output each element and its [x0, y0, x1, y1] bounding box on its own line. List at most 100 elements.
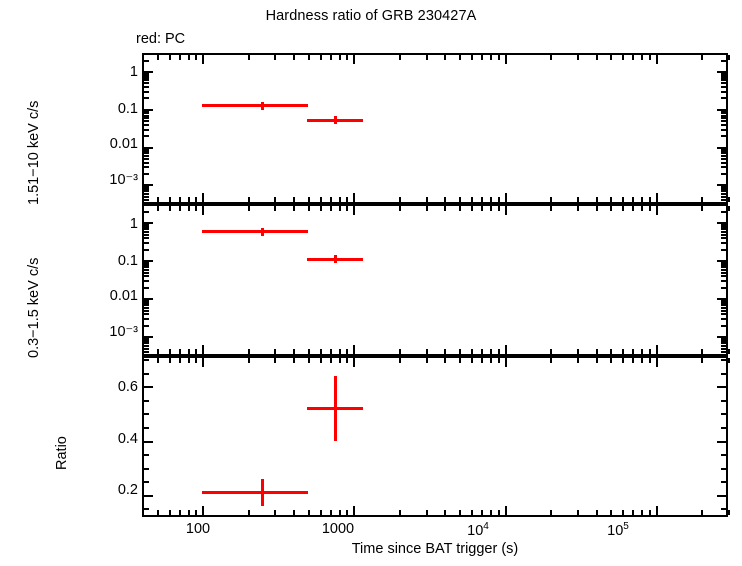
x-tick — [481, 197, 483, 202]
x-tick — [353, 206, 355, 215]
x-tick — [728, 197, 730, 202]
y-tick — [144, 193, 149, 195]
x-tick — [188, 358, 190, 363]
x-tick — [701, 197, 703, 202]
x-tick — [169, 358, 171, 363]
y-tick — [144, 224, 149, 226]
y-tick — [144, 71, 153, 73]
x-tick — [293, 349, 295, 354]
x-tick — [330, 197, 332, 202]
x-tick — [550, 358, 552, 363]
y-tick — [144, 287, 149, 289]
y-tick — [144, 166, 149, 168]
y-tick — [144, 124, 149, 126]
x-tick — [202, 55, 204, 64]
x-tick — [142, 55, 144, 60]
y-tick — [717, 147, 726, 149]
x-tick — [701, 206, 703, 211]
x-tick — [188, 206, 190, 211]
y-tick — [721, 193, 726, 195]
y-tick — [144, 135, 149, 137]
ytick-label: 0.1 — [117, 253, 138, 269]
y-tick — [721, 135, 726, 137]
y-tick — [717, 184, 726, 186]
x-tick — [505, 206, 507, 215]
y-tick — [721, 302, 726, 304]
xtick-label: 100 — [185, 521, 211, 537]
x-tick — [308, 197, 310, 202]
y-tick — [144, 373, 149, 375]
x-tick — [505, 358, 507, 367]
x-tick — [701, 55, 703, 60]
x-tick — [426, 55, 428, 60]
ytick-label: 0.2 — [117, 482, 138, 498]
x-tick — [142, 197, 144, 202]
y-tick — [144, 468, 149, 470]
data-point-yerror — [260, 478, 264, 506]
x-tick — [481, 358, 483, 363]
y-tick — [144, 109, 153, 111]
x-tick — [505, 55, 507, 64]
y-tick — [721, 280, 726, 282]
y-tick — [144, 73, 149, 75]
x-tick — [459, 510, 461, 515]
y-tick — [144, 150, 149, 152]
y-tick — [721, 112, 726, 114]
x-tick — [179, 510, 181, 515]
x-tick — [656, 506, 658, 515]
x-tick — [320, 358, 322, 363]
y-tick — [721, 224, 726, 226]
x-tick — [471, 358, 473, 363]
y-tick — [144, 148, 149, 150]
x-tick — [353, 55, 355, 64]
x-tick — [330, 206, 332, 211]
x-tick — [622, 510, 624, 515]
x-tick — [179, 349, 181, 354]
x-tick — [202, 345, 204, 354]
x-tick — [274, 349, 276, 354]
y-tick — [717, 386, 726, 388]
x-tick — [632, 358, 634, 363]
x-tick — [481, 510, 483, 515]
x-tick — [632, 197, 634, 202]
y-tick — [721, 342, 726, 344]
y-tick — [721, 117, 726, 119]
x-tick — [577, 349, 579, 354]
x-tick — [498, 197, 500, 202]
data-point-marker — [333, 255, 337, 264]
data-point-marker — [260, 101, 264, 110]
x-tick — [498, 349, 500, 354]
y-tick — [144, 231, 149, 233]
y-tick — [721, 148, 726, 150]
y-tick — [144, 342, 149, 344]
y-tick — [144, 307, 149, 309]
x-tick — [399, 349, 401, 354]
x-tick — [728, 206, 730, 211]
x-tick — [320, 197, 322, 202]
ytick-label: 0.01 — [109, 136, 138, 152]
ytick-label: 0.4 — [117, 431, 138, 447]
y-tick — [721, 300, 726, 302]
x-tick — [649, 349, 651, 354]
x-tick — [274, 358, 276, 363]
x-tick — [641, 510, 643, 515]
x-tick — [656, 345, 658, 354]
x-tick — [274, 55, 276, 60]
y-tick — [721, 359, 726, 361]
x-tick — [550, 510, 552, 515]
y-tick — [144, 234, 149, 236]
x-tick — [649, 55, 651, 60]
x-tick — [179, 206, 181, 211]
x-tick — [505, 345, 507, 354]
y-tick — [144, 91, 149, 93]
y-tick — [721, 231, 726, 233]
ytick-label: 1 — [129, 64, 138, 80]
x-tick — [248, 206, 250, 211]
x-tick — [622, 55, 624, 60]
y-tick — [144, 222, 153, 224]
y-tick — [721, 313, 726, 315]
y-tick — [721, 173, 726, 175]
y-tick — [721, 307, 726, 309]
y-tick — [721, 325, 726, 327]
x-tick — [641, 197, 643, 202]
